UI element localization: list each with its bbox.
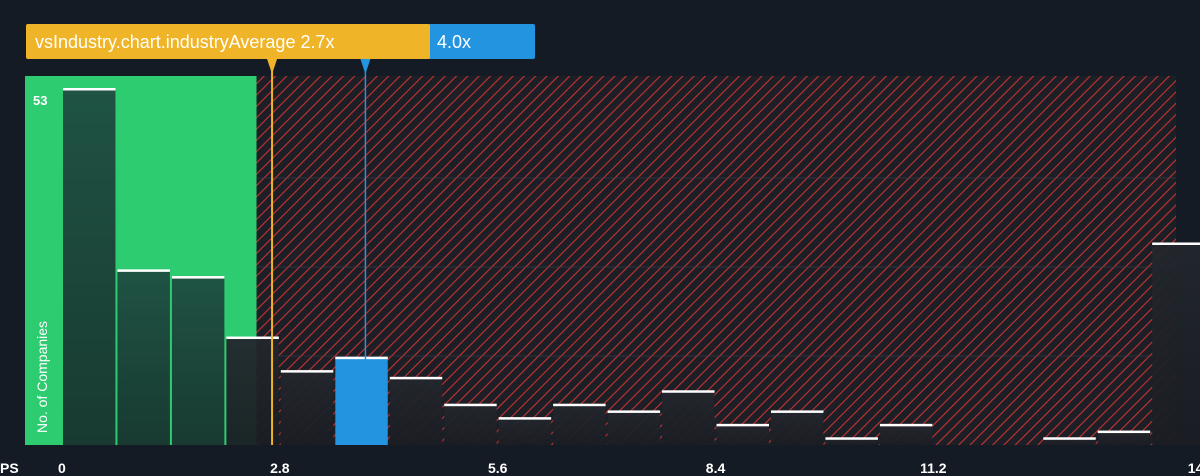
bar-cap-18 [1043,437,1096,440]
bar-cap-2 [171,276,225,279]
bar-13 [770,411,824,445]
bar-2 [171,277,225,445]
bar-7 [444,404,497,445]
company-value-label: 4.0x [437,32,471,52]
x-tick-3: 8.4 [706,460,726,476]
bar-15 [879,424,933,445]
bar-cap-8 [498,417,552,420]
bar-cap-6 [389,376,443,380]
industry-average-callout [26,24,430,59]
bar-1 [117,270,170,445]
x-tick-4: 11.2 [920,460,947,476]
gridlines [256,177,1176,357]
bar-12 [716,424,769,445]
bar-cap-12 [716,423,769,427]
bar-cap-20 [1152,242,1200,245]
bar-11 [662,391,715,445]
bar-cap-9 [553,403,606,407]
y-axis-title: No. of Companies [34,321,50,433]
bar-cap-13 [770,410,824,413]
bar-cap-11 [662,390,715,393]
bar-20 [1152,243,1200,445]
bar-4 [280,371,334,445]
x-axis-ticks: 0 2.8 5.6 8.4 11.2 14+ [58,460,1200,476]
bar-19 [1097,431,1151,445]
bar-9 [553,404,606,445]
bar-cap-0 [63,88,116,91]
industry-average-pointer [267,59,278,74]
bar-cap-19 [1097,430,1151,434]
bar-0 [63,89,116,445]
histogram-bars [63,88,1200,445]
x-axis-name: PS [0,460,19,476]
company-value-pointer [360,59,371,74]
bar-3 [226,337,279,445]
bar-10 [607,411,661,445]
bar-8 [498,418,552,445]
y-axis-max-label: 53 [33,93,47,108]
x-tick-0: 0 [58,460,66,476]
bar-6 [389,377,443,445]
bar-cap-5 [335,356,388,360]
bar-cap-10 [607,410,661,413]
bar-cap-15 [879,423,933,427]
bar-18 [1043,438,1096,445]
bar-cap-4 [280,370,334,373]
bar-5 [335,357,388,445]
industry-average-label: vsIndustry.chart.industryAverage 2.7x [35,32,334,52]
x-tick-5: 14+ [1188,460,1200,476]
bar-cap-7 [444,403,497,407]
x-tick-1: 2.8 [270,460,290,476]
bar-cap-1 [117,269,170,272]
bar-cap-14 [825,437,878,440]
bar-14 [825,438,878,445]
x-tick-2: 5.6 [488,460,508,476]
bar-cap-3 [226,336,279,340]
